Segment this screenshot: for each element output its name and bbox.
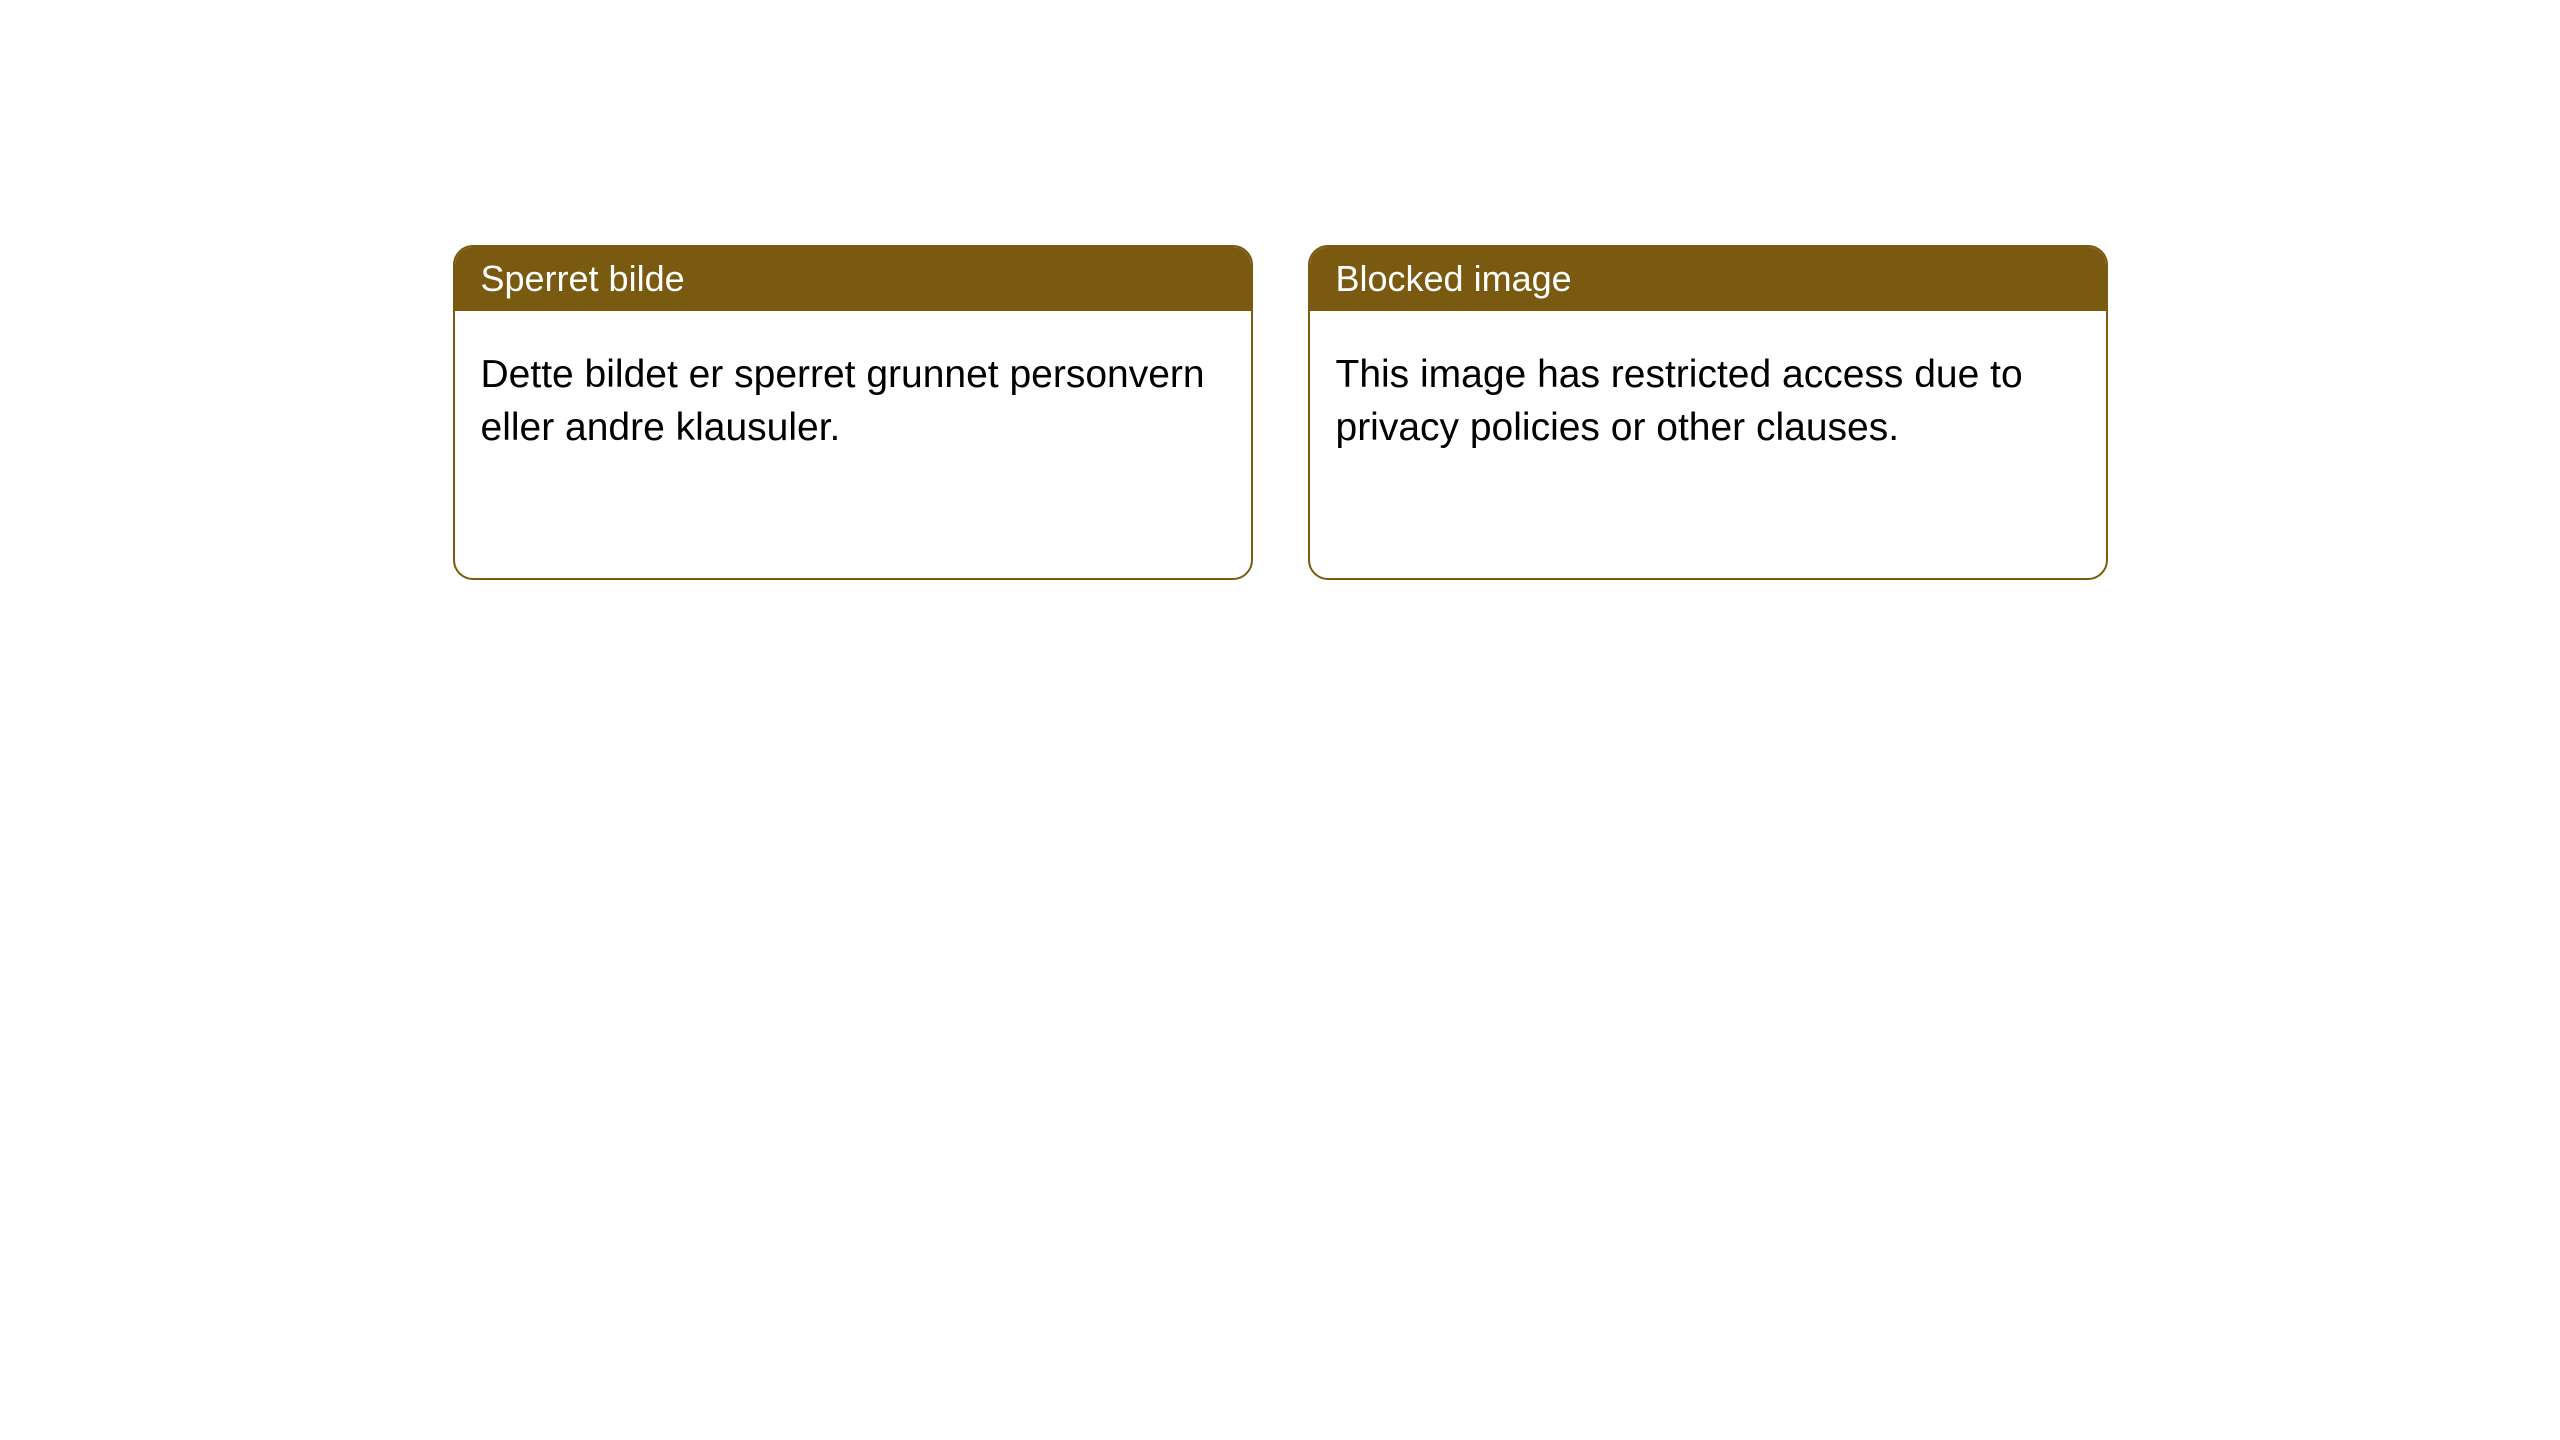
notice-card-english: Blocked image This image has restricted … <box>1308 245 2108 580</box>
notice-title-norwegian: Sperret bilde <box>455 247 1251 311</box>
notice-title-english: Blocked image <box>1310 247 2106 311</box>
notice-container: Sperret bilde Dette bildet er sperret gr… <box>453 245 2108 1440</box>
notice-card-norwegian: Sperret bilde Dette bildet er sperret gr… <box>453 245 1253 580</box>
notice-body-norwegian: Dette bildet er sperret grunnet personve… <box>455 311 1251 492</box>
notice-body-english: This image has restricted access due to … <box>1310 311 2106 492</box>
